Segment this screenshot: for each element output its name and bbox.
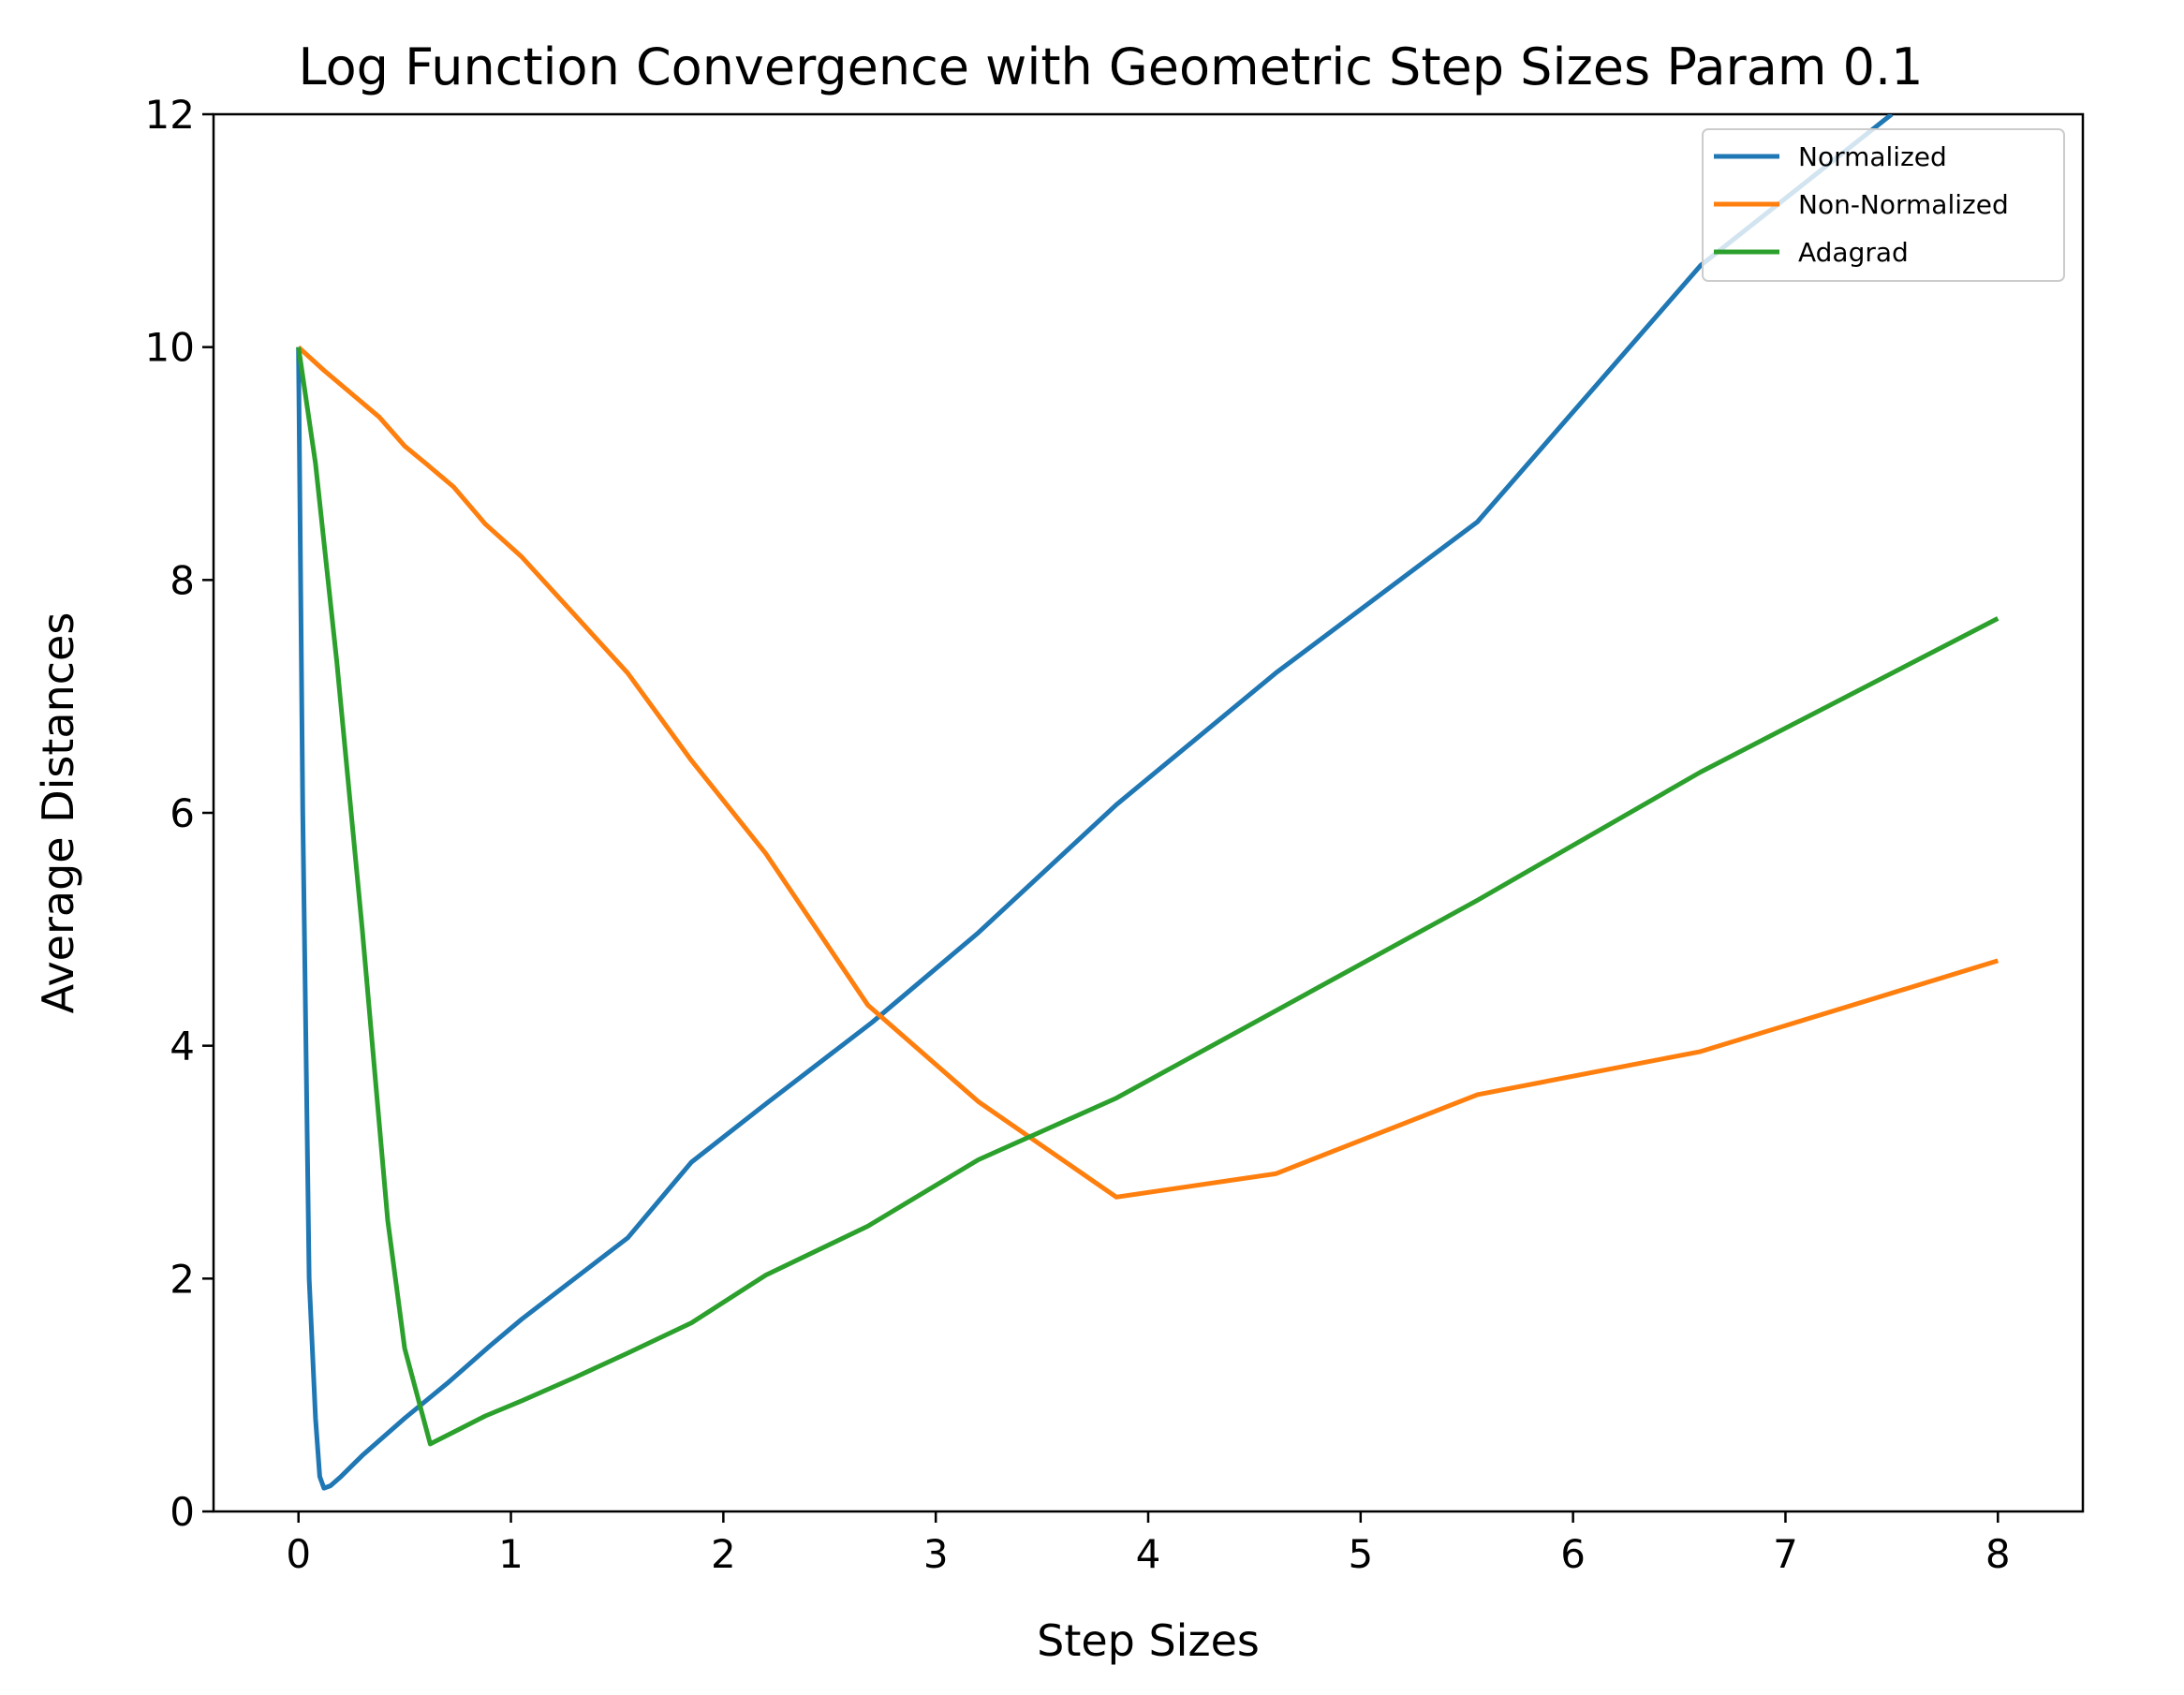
x-tick-label: 4 [1136, 1531, 1161, 1577]
y-tick-label: 2 [170, 1256, 195, 1302]
legend-label: Normalized [1798, 141, 1947, 172]
series-line-non-normalized [297, 345, 2000, 1200]
legend: Normalized Non-Normalized Adagrad [1702, 128, 2065, 282]
x-tick-label: 7 [1773, 1531, 1798, 1577]
chart-title: Log Function Convergence with Geometric … [299, 37, 1924, 96]
y-tick-label: 10 [145, 325, 195, 371]
x-tick-label: 1 [498, 1531, 524, 1577]
plot-area [212, 112, 2085, 1513]
x-tick-label: 6 [1560, 1531, 1586, 1577]
y-tick-label: 6 [170, 790, 195, 836]
y-axis-label: Average Distances [33, 612, 83, 1014]
series-line-normalized [296, 114, 1894, 1491]
series-group [296, 114, 2000, 1491]
y-tick-label: 8 [170, 557, 195, 603]
x-axis-label: Step Sizes [1037, 1615, 1260, 1666]
x-axis: 0 1 2 3 4 5 6 7 8 [286, 1511, 2011, 1577]
x-tick-label: 8 [1985, 1531, 2011, 1577]
x-tick-label: 5 [1348, 1531, 1373, 1577]
y-axis: 0 2 4 6 8 10 12 [145, 92, 214, 1535]
x-tick-label: 2 [711, 1531, 736, 1577]
legend-label: Non-Normalized [1798, 189, 2009, 220]
x-tick-label: 0 [286, 1531, 311, 1577]
series-line-adagrad [296, 346, 2000, 1447]
legend-box [1702, 128, 2065, 282]
y-tick-label: 4 [170, 1024, 195, 1069]
y-tick-label: 12 [145, 92, 195, 138]
plot-frame [212, 112, 2085, 1513]
legend-label: Adagrad [1798, 237, 1909, 268]
x-tick-label: 3 [923, 1531, 949, 1577]
y-tick-label: 0 [170, 1489, 195, 1535]
